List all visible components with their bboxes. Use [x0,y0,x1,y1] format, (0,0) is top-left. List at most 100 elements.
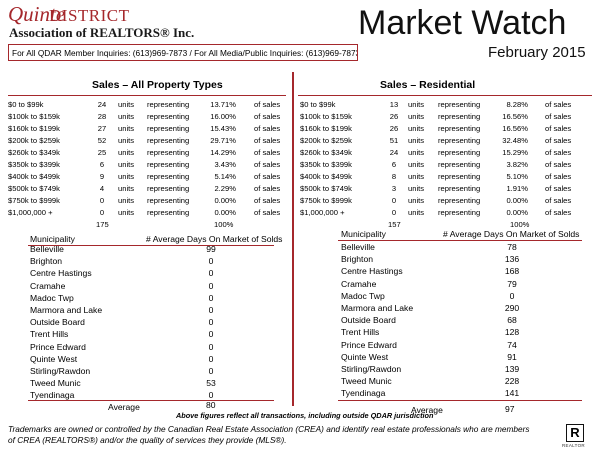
sales-row-percent: 16.56% [502,112,528,121]
sales-row-units: units [118,124,135,133]
sales-row-of-sales: of sales [545,124,572,133]
municipality-name: Centre Hastings [30,268,92,279]
municipality-name: Belleville [30,244,64,254]
sales-row-percent: 0.00% [506,196,528,205]
municipality-name: Trent Hills [30,329,69,340]
municipality-days: 228 [504,376,520,387]
sales-row-percent: 29.71% [210,136,236,145]
sales-row-units: units [118,148,135,157]
days-header-residential: # Average Days On Market of Solds [443,229,580,239]
municipality-name: Tweed Munic [341,376,392,387]
municipality-days: 128 [504,327,520,338]
sales-row-percent: 13.71% [210,100,236,109]
section-rule-all [8,95,286,96]
sales-row-representing: representing [147,196,190,205]
sales-row-representing: representing [147,112,190,121]
sales-row-count: 26 [389,124,399,133]
footnote: Above figures reflect all transactions, … [176,411,434,420]
realtor-logo-caption: REALTOR [562,443,585,448]
municipality-name: Madoc Twp [30,292,74,303]
sales-row-representing: representing [438,184,481,193]
municipality-name: Centre Hastings [341,266,403,277]
sales-row-of-sales: of sales [545,148,572,157]
sales-row-count: 0 [99,208,105,217]
sales-row-percent: 32.48% [502,136,528,145]
municipality-days: 99 [206,244,216,254]
sales-row-percent: 3.43% [214,160,236,169]
sales-row-units: units [118,184,135,193]
sales-row-percent: 2.29% [214,184,236,193]
sales-row-count: 26 [389,112,399,121]
sales-row-percent: 16.56% [502,124,528,133]
sales-row-of-sales: of sales [545,196,572,205]
section-title-residential: Sales – Residential [380,79,476,91]
municipality-name: Belleville [341,242,375,252]
sales-row-representing: representing [147,124,190,133]
municipality-name: Cramahe [341,278,377,289]
association-name: Association of REALTORS® Inc. [9,25,195,40]
avg-rule-residential [338,400,582,401]
sales-row-percent: 1.91% [506,184,528,193]
municipality-name: Tweed Munic [30,378,81,389]
sales-row-range: $400k to $499k [300,172,352,181]
sales-row-representing: representing [147,208,190,217]
municipality-days: 0 [208,292,214,303]
sales-row-percent: 15.43% [210,124,236,133]
total-pct-all: 100% [214,220,234,229]
sales-row-range: $500k to $749k [8,184,60,193]
sales-row-representing: representing [438,136,481,145]
avg-rule-all [28,400,274,401]
municipality-days: 136 [504,254,520,265]
muni-header-all: Municipality [30,234,75,244]
municipality-days: 0 [208,390,214,401]
sales-row-of-sales: of sales [254,160,281,169]
average-label-residential: Average [411,405,443,415]
center-divider [292,72,294,406]
total-count-residential: 157 [388,220,401,229]
sales-row-percent: 0.00% [214,208,236,217]
sales-row-count: 13 [389,100,399,109]
sales-row-representing: representing [438,172,481,181]
sales-row-representing: representing [147,136,190,145]
municipality-days: 91 [507,351,517,362]
sales-row-count: 3 [391,184,397,193]
sales-row-representing: representing [438,112,481,121]
sales-row-count: 9 [99,172,105,181]
sales-row-units: units [408,124,425,133]
average-label-all: Average [108,402,140,412]
sales-row-range: $1,000,000 + [300,208,345,217]
sales-row-range: $160k to $199k [8,124,60,133]
sales-row-representing: representing [438,196,481,205]
sales-row-percent: 0.00% [506,208,528,217]
sales-row-count: 4 [99,184,105,193]
sales-row-representing: representing [147,100,190,109]
sales-row-units: units [118,196,135,205]
sales-row-range: $0 to $99k [300,100,336,109]
sales-row-range: $500k to $749k [300,184,352,193]
sales-row-representing: representing [438,124,481,133]
sales-row-count: 24 [389,148,399,157]
sales-row-representing: representing [147,184,190,193]
sales-row-percent: 8.28% [506,100,528,109]
disclaimer: Trademarks are owned or controlled by th… [8,424,530,445]
sales-row-of-sales: of sales [545,208,572,217]
sales-row-units: units [408,172,425,181]
sales-row-range: $100k to $159k [8,112,60,121]
sales-row-representing: representing [147,160,190,169]
sales-row-count: 25 [97,148,107,157]
municipality-name: Prince Edward [30,341,86,352]
sales-row-count: 51 [389,136,399,145]
days-header-all: # Average Days On Market of Solds [146,234,283,244]
sales-row-of-sales: of sales [254,136,281,145]
municipality-days: 68 [507,315,517,326]
logo-quinte: Quinte [8,2,66,26]
sales-row-range: $750k to $999k [300,196,352,205]
municipality-name: Marmora and Lake [341,303,414,313]
sales-row-range: $160k to $199k [300,124,352,133]
municipality-days: 0 [208,268,214,279]
sales-row-units: units [118,112,135,121]
sales-row-of-sales: of sales [545,136,572,145]
logo-district: DISTRICT [49,6,130,25]
sales-row-range: $200k to $259k [300,136,352,145]
sales-row-range: $750k to $999k [8,196,60,205]
